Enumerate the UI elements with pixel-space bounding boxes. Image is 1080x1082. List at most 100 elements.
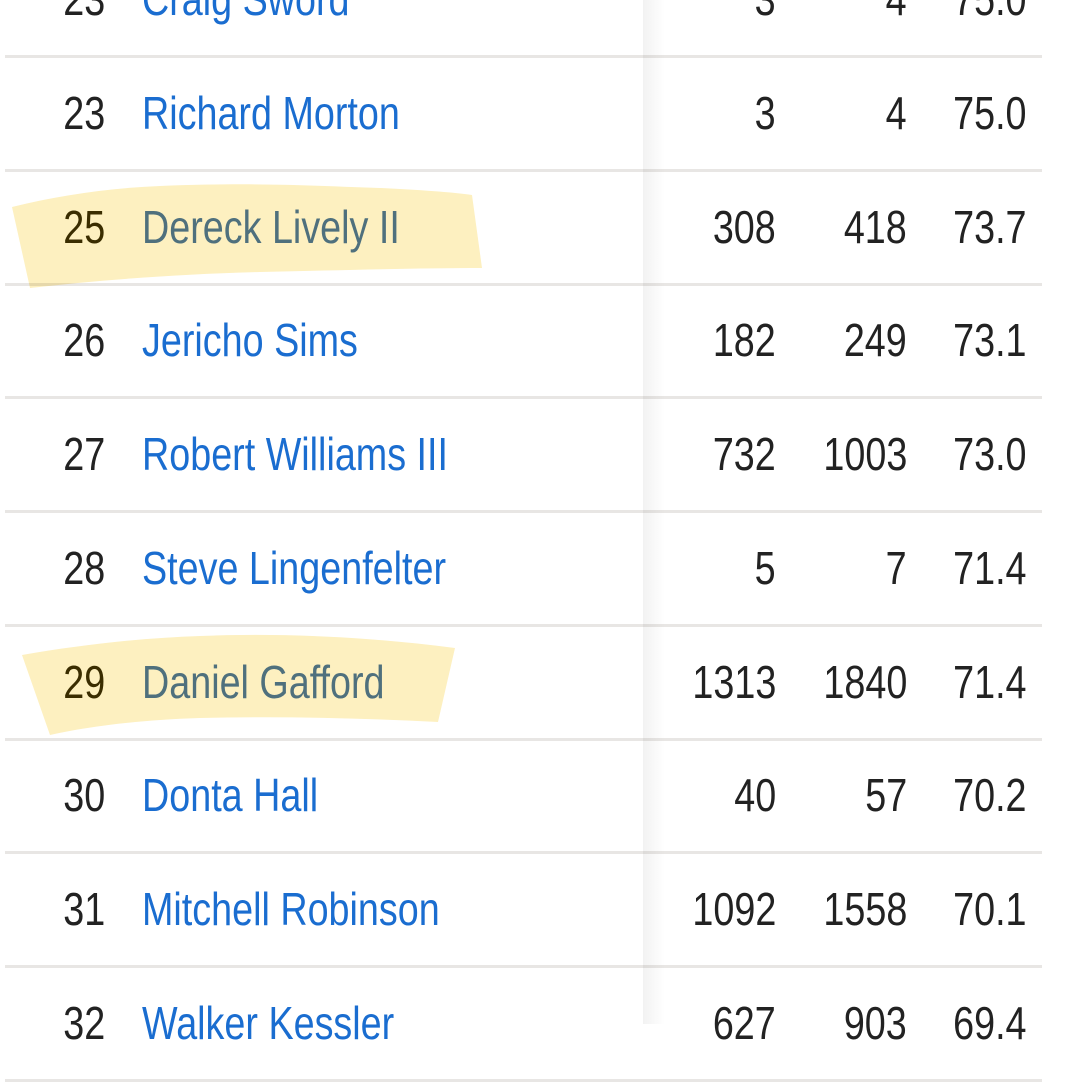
percentage-cell: 70.2 xyxy=(937,740,1027,851)
stat-cell: 1840 xyxy=(805,627,907,738)
stat-cell-text: 3 xyxy=(755,0,776,55)
player-name-link[interactable]: Dereck Lively II xyxy=(142,172,456,283)
stat-cell: 182 xyxy=(699,285,776,396)
percentage-cell: 73.7 xyxy=(937,172,1027,283)
table-row: 28 Steve Lingenfelter 5 7 71.4 xyxy=(5,513,1042,627)
table-row: 32 Walker Kessler 627 903 69.4 xyxy=(5,968,1042,1082)
stat-cell: 732 xyxy=(699,399,776,510)
table-row: 27 Robert Williams III 732 1003 73.0 xyxy=(5,399,1042,513)
stat-cell: 40 xyxy=(725,740,776,851)
table-row: 30 Donta Hall 40 57 70.2 xyxy=(5,740,1042,855)
stat-cell-text: 7 xyxy=(886,541,907,594)
player-name-link-text[interactable]: Donta Hall xyxy=(142,769,319,822)
stat-cell-text: 1840 xyxy=(823,655,907,708)
stat-cell-text: 1313 xyxy=(692,655,776,708)
rank-cell-text: 28 xyxy=(63,541,105,594)
player-name-link[interactable]: Walker Kessler xyxy=(142,968,450,1079)
player-name-link-text[interactable]: Daniel Gafford xyxy=(142,655,385,708)
rank-cell-text: 25 xyxy=(63,200,105,253)
percentage-cell: 73.1 xyxy=(937,285,1027,396)
rank-cell: 31 xyxy=(54,854,105,965)
stat-cell: 4 xyxy=(881,0,907,55)
rank-cell: 25 xyxy=(54,172,105,283)
stat-cell: 418 xyxy=(830,172,907,283)
table-row: 31 Mitchell Robinson 1092 1558 70.1 xyxy=(5,854,1042,968)
stat-cell-text: 57 xyxy=(865,769,907,822)
percentage-cell-text: 70.1 xyxy=(953,883,1027,935)
stat-cell: 1092 xyxy=(674,854,776,965)
player-name-link[interactable]: Robert Williams III xyxy=(142,399,515,510)
stat-cell-text: 418 xyxy=(844,200,907,253)
rank-cell-text: 32 xyxy=(63,996,105,1049)
rank-cell-text: 23 xyxy=(63,86,105,139)
percentage-cell-text: 75.0 xyxy=(954,0,1027,55)
stat-cell-text: 182 xyxy=(713,314,776,367)
stat-cell: 903 xyxy=(830,968,907,1079)
rank-cell: 30 xyxy=(54,740,105,851)
stat-cell: 627 xyxy=(699,968,776,1079)
stat-cell: 7 xyxy=(881,513,907,624)
stat-cell-text: 5 xyxy=(755,541,776,594)
player-name-link-text[interactable]: Robert Williams III xyxy=(142,428,449,480)
rank-cell-text: 30 xyxy=(63,769,105,822)
player-name-link[interactable]: Steve Lingenfelter xyxy=(142,513,513,624)
percentage-cell: 69.4 xyxy=(937,968,1027,1079)
stat-cell: 308 xyxy=(699,172,776,283)
player-name-link-text[interactable]: Jericho Sims xyxy=(142,314,358,367)
percentage-cell-text: 73.7 xyxy=(953,200,1027,253)
stat-cell: 1558 xyxy=(805,854,907,965)
stat-cell-text: 903 xyxy=(844,996,907,1049)
rank-cell-text: 31 xyxy=(63,883,105,935)
player-name-link-text[interactable]: Dereck Lively II xyxy=(142,200,400,253)
percentage-cell: 71.4 xyxy=(937,627,1027,738)
rank-cell: 26 xyxy=(54,285,105,396)
stat-cell-text: 627 xyxy=(713,996,776,1049)
rank-cell: 23 xyxy=(54,0,105,55)
stat-cell: 249 xyxy=(830,285,907,396)
player-name-link[interactable]: Craig Sword xyxy=(142,0,395,55)
stat-cell-text: 732 xyxy=(713,428,776,480)
rank-cell: 28 xyxy=(54,513,105,624)
table-row: 23 Richard Morton 3 4 75.0 xyxy=(5,58,1042,172)
percentage-cell-text: 73.0 xyxy=(953,428,1027,480)
table-row: 26 Jericho Sims 182 249 73.1 xyxy=(5,285,1042,400)
player-name-link-text[interactable]: Steve Lingenfelter xyxy=(142,541,447,594)
player-name-link-text[interactable]: Mitchell Robinson xyxy=(142,883,440,935)
rank-cell-text: 29 xyxy=(63,655,105,708)
stat-cell: 5 xyxy=(750,513,776,624)
player-name-link[interactable]: Donta Hall xyxy=(142,740,357,851)
percentage-cell: 75.0 xyxy=(937,0,1027,55)
stat-cell: 1003 xyxy=(805,399,907,510)
table-row: 29 Daniel Gafford 1313 1840 71.4 xyxy=(5,627,1042,741)
player-name-link[interactable]: Richard Morton xyxy=(142,58,456,169)
percentage-cell-text: 70.2 xyxy=(953,769,1027,822)
stat-cell-text: 3 xyxy=(755,86,776,139)
percentage-cell-text: 73.1 xyxy=(953,314,1027,367)
percentage-cell-text: 75.0 xyxy=(953,86,1027,139)
leaderboard-table: 23 Craig Sword 3 4 75.0 23 Richard Morton 3 4 75.… xyxy=(5,0,1042,1082)
player-name-link[interactable]: Daniel Gafford xyxy=(142,627,438,738)
player-name-link[interactable]: Mitchell Robinson xyxy=(142,854,505,965)
percentage-cell: 70.1 xyxy=(937,854,1027,965)
percentage-cell: 71.4 xyxy=(937,513,1027,624)
player-name-link[interactable]: Jericho Sims xyxy=(142,285,405,396)
percentage-cell: 75.0 xyxy=(937,58,1027,169)
rank-cell-text: 26 xyxy=(63,314,105,367)
stat-cell: 3 xyxy=(750,58,776,169)
player-name-link-text[interactable]: Craig Sword xyxy=(142,0,350,55)
player-name-link-text[interactable]: Walker Kessler xyxy=(142,996,395,1049)
table-row: 25 Dereck Lively II 308 418 73.7 xyxy=(5,172,1042,286)
stat-cell-text: 308 xyxy=(713,200,776,253)
percentage-cell-text: 71.4 xyxy=(953,655,1027,708)
stat-cell-text: 1092 xyxy=(692,883,776,935)
rank-cell-text: 23 xyxy=(63,0,105,55)
rank-cell-text: 27 xyxy=(63,428,105,480)
stat-cell: 4 xyxy=(881,58,907,169)
stat-cell-text: 40 xyxy=(734,769,776,822)
percentage-cell-text: 69.4 xyxy=(953,996,1027,1049)
stat-cell: 3 xyxy=(750,0,776,55)
percentage-cell: 73.0 xyxy=(937,399,1027,510)
stat-cell-text: 1003 xyxy=(823,428,907,480)
player-name-link-text[interactable]: Richard Morton xyxy=(142,86,400,139)
stat-cell-text: 249 xyxy=(844,314,907,367)
